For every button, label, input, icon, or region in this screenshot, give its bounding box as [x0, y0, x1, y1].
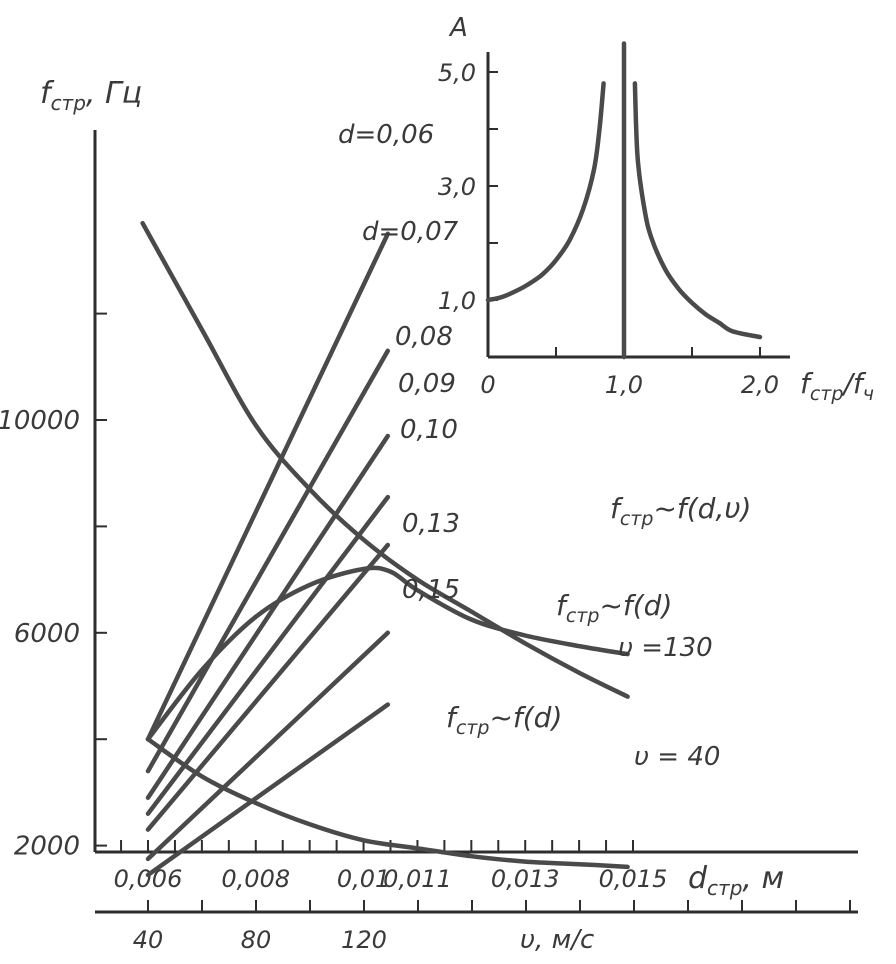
inset-y-axis-title: A	[448, 13, 468, 43]
x-tick-label: 0,013	[491, 865, 560, 893]
curve-annotation: fстр~f(d,υ)	[610, 492, 751, 530]
series-line-2	[145, 433, 391, 800]
curve-annotation: 0,15	[402, 575, 460, 605]
curve-annotation: υ =130	[618, 633, 713, 663]
curve-annotation: 0,13	[402, 509, 460, 539]
inset-x-tick-label: 0	[480, 371, 495, 399]
inset-series-0	[485, 81, 606, 303]
x2-tick-label: 120	[341, 926, 387, 954]
curve-annotation: 0,09	[398, 369, 456, 399]
main-chart: 2000 6000 10000 0,006 0,008 0,010,011 0,013 0,0…	[0, 76, 858, 955]
series-line-3	[145, 494, 391, 816]
curve-annotation: 0,10	[400, 415, 458, 445]
series-line-6	[145, 702, 391, 878]
inset-x-tick-label: 1,0	[605, 371, 643, 399]
curve-annotation: fстр~f(d)	[446, 701, 562, 739]
x-axis-title: dстр, м	[688, 861, 784, 900]
series-line-4	[145, 542, 391, 832]
x-tick-label: 0,008	[221, 865, 290, 893]
inset-y-tick-label: 5,0	[438, 59, 476, 87]
series-curve-8	[145, 565, 630, 742]
x-tick-label: 0,015	[599, 865, 668, 893]
inset-x-axis-title: fстр/fч	[800, 367, 874, 405]
y-tick-label: 2000	[14, 832, 80, 862]
series-line-0	[145, 231, 391, 742]
inset-y-tick-label: 1,0	[438, 287, 476, 315]
x2-tick-label: 40	[133, 926, 164, 954]
curve-annotation: υ = 40	[634, 742, 720, 772]
x-tick-label: 0,006	[114, 865, 183, 893]
inset-y-tick-label: 3,0	[438, 173, 476, 201]
x2-axis-title: υ, м/с	[520, 925, 594, 955]
series-curve-7	[140, 220, 630, 699]
series-line-5	[145, 630, 391, 862]
curve-annotation: fстр~f(d)	[556, 589, 672, 627]
series-curve-9	[145, 736, 630, 870]
x2-tick-label: 80	[241, 926, 272, 954]
series-line-1	[145, 348, 391, 774]
y-tick-label: 10000	[0, 406, 80, 436]
inset-x-tick-label: 2,0	[741, 371, 779, 399]
curve-annotation: 0,08	[395, 322, 453, 352]
curve-annotation: d=0,07	[362, 217, 459, 247]
inset-series-1	[632, 81, 763, 340]
y-axis-title: fстр, Гц	[40, 76, 142, 115]
x-tick-label: 0,011	[383, 865, 452, 893]
y-tick-label: 6000	[14, 619, 80, 649]
curve-annotation: d=0,06	[338, 120, 434, 150]
x-tick-label: 0,01	[337, 865, 390, 893]
